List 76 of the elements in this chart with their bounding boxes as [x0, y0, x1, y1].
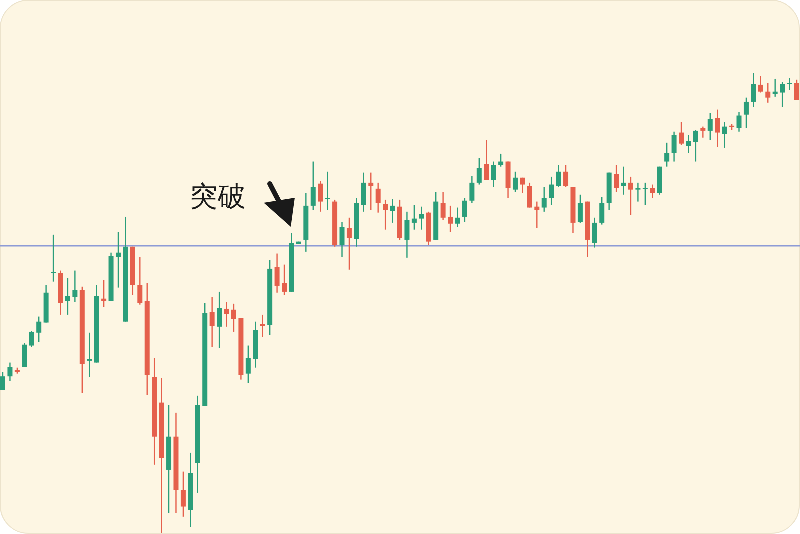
candlestick [780, 82, 786, 108]
candlestick [116, 232, 121, 288]
candlestick [455, 207, 460, 228]
candlestick [512, 171, 518, 193]
candlestick [787, 77, 792, 91]
candlestick [628, 176, 634, 216]
candlestick [664, 142, 670, 168]
candlestick [210, 296, 215, 348]
candlestick [549, 176, 554, 206]
candlestick [368, 172, 374, 211]
candlestick [36, 316, 42, 343]
candlestick [564, 164, 569, 188]
candlestick [224, 301, 230, 328]
candlestick [87, 332, 92, 378]
candlestick [693, 129, 698, 162]
candlestick [470, 175, 475, 204]
candlestick [484, 140, 490, 181]
candlestick [700, 126, 706, 138]
candlestick [736, 112, 742, 132]
candlestick [527, 182, 532, 208]
candlestick [390, 198, 396, 224]
candlestick [794, 79, 800, 101]
candlestick [340, 221, 345, 258]
candlestick [476, 158, 482, 186]
candlestick [636, 182, 641, 202]
candlestick [412, 204, 417, 230]
candlestick [346, 217, 352, 270]
candlestick [621, 166, 626, 196]
candlestick [715, 109, 720, 148]
candlestick [217, 291, 222, 349]
candlestick [274, 253, 280, 294]
candlestick [758, 76, 764, 94]
candlestick [318, 180, 324, 213]
candlestick [51, 234, 56, 282]
candlestick [8, 362, 13, 382]
candlestick [448, 205, 454, 233]
candlestick [0, 371, 6, 391]
candlestick [614, 164, 620, 193]
candlestick [376, 182, 381, 214]
candlestick [542, 186, 547, 213]
candlestick [600, 196, 605, 226]
candlestick [22, 342, 28, 368]
candlestick [722, 122, 728, 149]
candlestick [744, 97, 749, 129]
candlestick [383, 199, 388, 230]
candlestick [260, 314, 266, 338]
candlestick [65, 278, 70, 316]
candlestick [440, 192, 446, 221]
candlestick [310, 161, 316, 211]
candlestick [282, 264, 288, 296]
candlestick [325, 171, 330, 211]
candlestick [404, 211, 410, 259]
candlestick [246, 345, 251, 384]
annotation: 突破 [190, 180, 246, 213]
candlestick [138, 256, 143, 306]
candlestick [556, 164, 562, 188]
candlestick [578, 194, 583, 224]
candlestick [592, 217, 598, 248]
candlestick [29, 330, 34, 348]
candlestick [534, 201, 540, 229]
candlestick [462, 198, 468, 223]
candlestick [72, 270, 78, 303]
candlestick [361, 172, 366, 213]
candlestick [520, 177, 526, 194]
candlestick [766, 82, 771, 104]
candlestick [679, 122, 684, 146]
candlestick [419, 206, 424, 230]
candlestick [231, 303, 236, 333]
candlestick [180, 471, 186, 518]
candlestick [491, 161, 496, 188]
candlestick [708, 112, 713, 141]
candlestick [672, 131, 677, 162]
candlestick [751, 72, 756, 108]
candlestick [498, 153, 504, 168]
candlestick [650, 184, 656, 199]
candlestick [686, 134, 692, 154]
